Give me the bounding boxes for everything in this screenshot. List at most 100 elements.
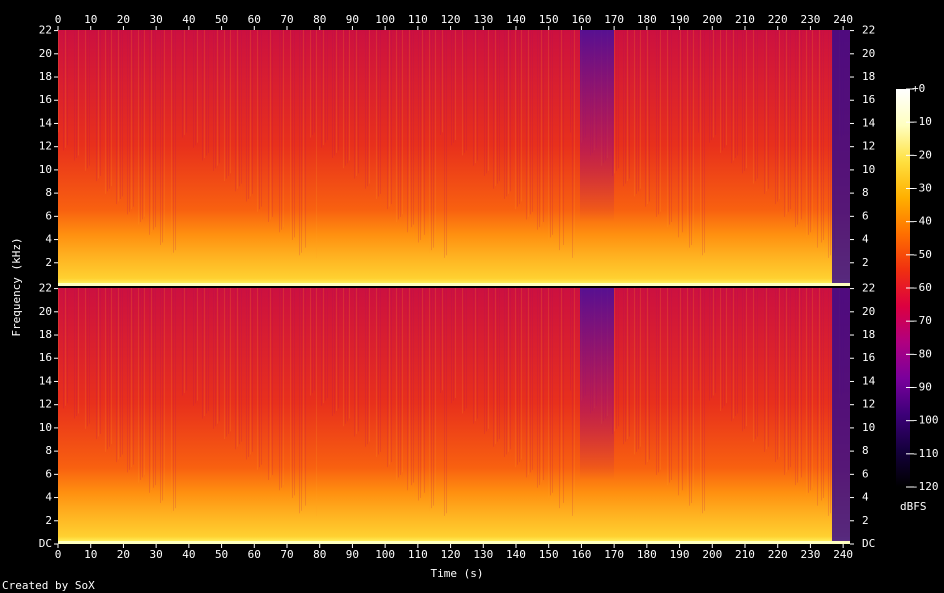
fade-out [832,30,850,286]
texture [488,30,489,171]
texture [162,288,163,501]
texture [327,30,328,141]
texture [327,288,328,399]
texture [202,288,203,419]
texture [171,288,172,514]
colorbar-tick-label: -70 [912,314,932,327]
texture [239,288,240,445]
texture [63,30,64,151]
texture [160,30,161,246]
texture [508,288,509,452]
texture [788,288,789,470]
texture [376,30,377,199]
y-tick-label: DC [862,537,875,550]
texture [184,30,185,135]
texture [402,288,403,473]
texture [629,288,630,437]
y-tick-label: 8 [45,186,52,199]
texture [151,288,152,491]
dc-line [58,541,850,544]
texture [250,30,251,197]
texture [411,288,412,486]
texture [334,30,335,156]
y-tick-label: 12 [862,140,875,153]
texture [808,30,809,235]
y-tick-label: 10 [39,163,52,176]
texture [519,288,520,463]
texture [365,30,366,189]
texture [87,288,88,427]
texture [237,30,238,189]
texture [823,30,824,240]
texture [828,30,829,258]
texture [290,30,291,243]
texture [224,288,225,440]
texture [109,288,110,447]
texture [153,288,154,488]
x-tick-label: 10 [84,548,97,561]
texture [257,288,258,470]
x-tick-label: 0 [55,548,62,561]
texture [272,30,273,217]
texture [162,30,163,243]
texture [559,288,560,509]
texture [173,288,174,511]
texture [671,30,672,222]
texture [138,288,139,483]
texture [444,288,445,516]
texture [349,288,350,419]
texture [129,288,130,470]
texture [713,30,714,138]
colorbar-tick-label: -10 [912,115,932,128]
texture [305,288,306,506]
texture [475,288,476,422]
texture [691,30,692,246]
texture [120,288,121,457]
colorbar-tick-label: -110 [912,447,939,460]
y-tick-label: 4 [862,491,869,504]
texture [186,30,187,133]
texture [76,30,77,158]
colorbar-tick-label: -50 [912,248,932,261]
texture [486,288,487,432]
texture [149,30,150,235]
texture [451,30,452,146]
texture [616,30,617,171]
texture [521,30,522,202]
texture [144,288,145,475]
texture [301,30,302,253]
texture [647,288,648,463]
texture [67,30,68,146]
texture [155,288,156,486]
texture [810,30,811,233]
texture [477,288,478,419]
texture [704,30,705,253]
texture [292,30,293,240]
texture [402,30,403,215]
texture [409,288,410,488]
texture [226,30,227,179]
x-tick-label: 40 [182,548,195,561]
texture [698,288,699,391]
texture [332,30,333,158]
texture [777,288,778,460]
texture [444,30,445,258]
texture [420,30,421,240]
texture [812,288,813,488]
x-tick-label: 100 [375,548,395,561]
texture [801,30,802,220]
y-tick-label: 14 [862,374,876,387]
texture [433,288,434,506]
texture [795,30,796,228]
texture [310,30,311,138]
y-tick-label: 16 [862,93,875,106]
texture [314,30,315,133]
texture [634,30,635,197]
texture [208,30,209,153]
texture [543,30,544,222]
texture [164,30,165,240]
texture [440,288,441,393]
texture [473,288,474,424]
texture [250,288,251,455]
texture [151,30,152,233]
